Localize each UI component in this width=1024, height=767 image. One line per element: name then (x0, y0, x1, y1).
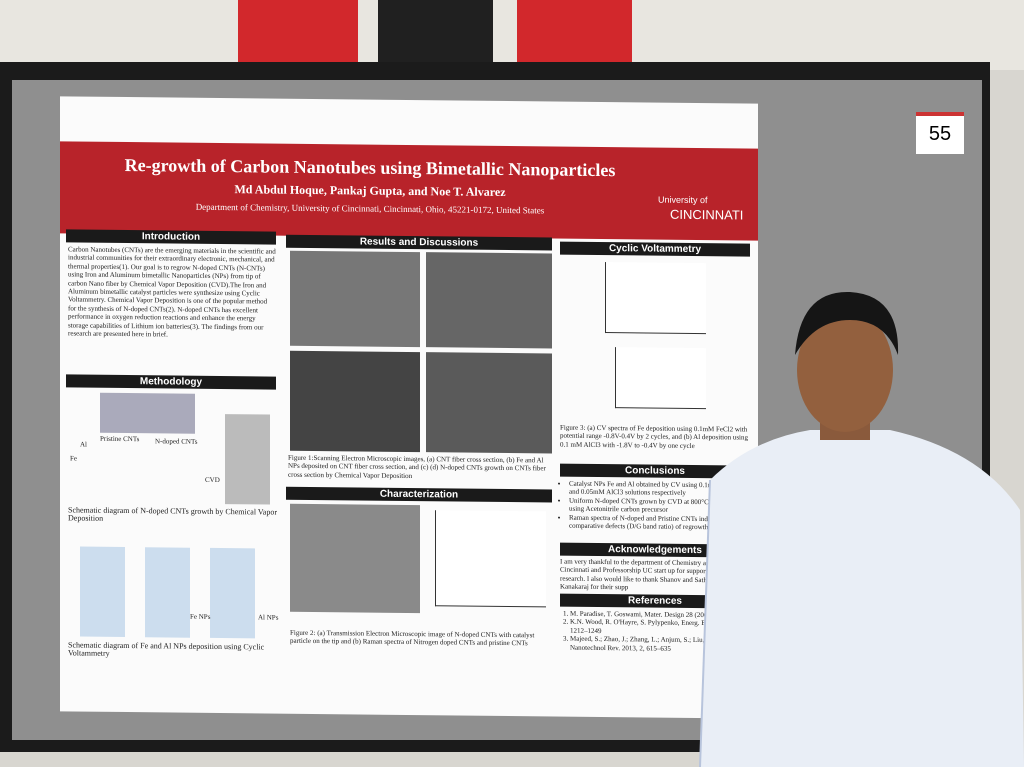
board-number: 55 (916, 112, 964, 154)
caption: Figure 1:Scanning Electron Microscopic i… (288, 453, 546, 480)
figure (80, 546, 125, 638)
label: Al (80, 440, 87, 449)
sem-image (426, 352, 552, 454)
section-heading: Cyclic Voltammetry (560, 241, 750, 257)
figure (210, 547, 255, 639)
logo-text: CINCINNATI (670, 206, 744, 223)
raman-plot (435, 510, 546, 608)
caption: Schematic diagram of N-doped CNTs growth… (68, 505, 278, 524)
banner (238, 0, 358, 70)
shirt (700, 430, 1024, 767)
face (797, 308, 893, 432)
figure (225, 414, 270, 505)
logo-text: University of (658, 194, 708, 206)
hair (795, 291, 899, 355)
section-heading: Characterization (286, 486, 552, 503)
label: CVD (205, 475, 220, 485)
person (699, 291, 1024, 767)
sem-image (290, 250, 420, 348)
section-heading: Results and Discussions (286, 234, 552, 251)
figure (145, 547, 190, 638)
sem-image (290, 350, 420, 453)
banner (378, 0, 493, 70)
poster: Re-growth of Carbon Nanotubes using Bime… (60, 96, 758, 719)
wall (0, 0, 1024, 70)
label: Fe NPs (190, 612, 211, 621)
label: Al NPs (258, 613, 279, 622)
caption: Schematic diagram of Fe and Al NPs depos… (68, 640, 265, 659)
label: N-doped CNTs (155, 437, 198, 446)
section-heading: Introduction (66, 229, 276, 245)
intro-text: Carbon Nanotubes (CNTs) are the emerging… (68, 245, 276, 339)
label: Pristine CNTs (100, 434, 140, 444)
label: Fe (70, 454, 77, 463)
section-heading: Methodology (66, 374, 276, 390)
figure (100, 392, 195, 434)
shirt-edge (699, 479, 711, 767)
caption: Figure 2: (a) Transmission Electron Micr… (290, 628, 535, 648)
sem-image (426, 252, 552, 349)
tem-image (290, 503, 420, 614)
